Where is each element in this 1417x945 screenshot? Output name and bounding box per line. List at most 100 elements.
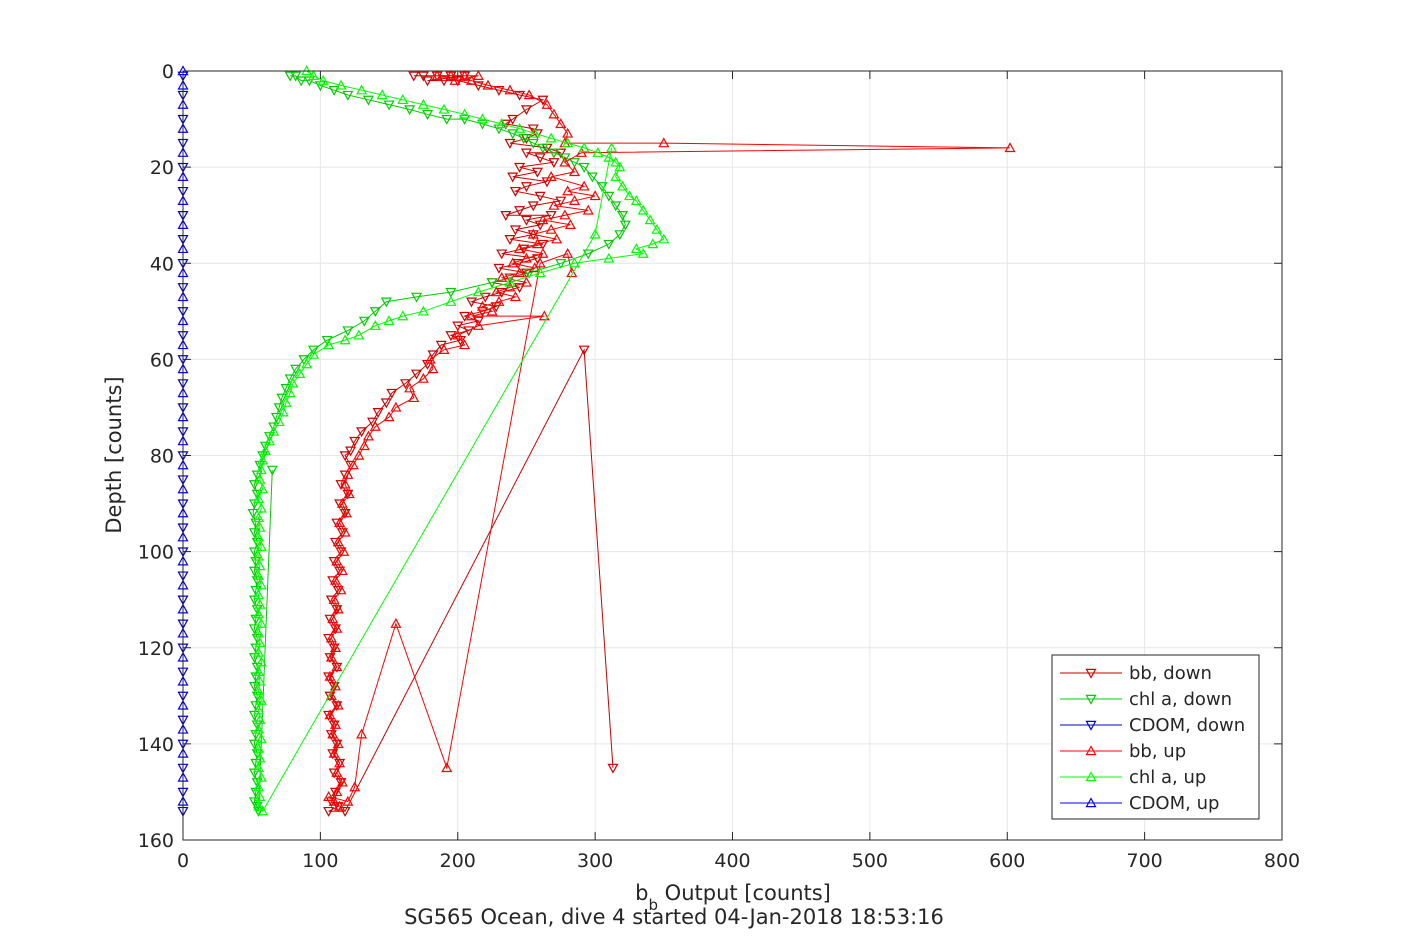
- data-point: [390, 401, 402, 412]
- data-point: [369, 307, 381, 318]
- data-point: [342, 90, 354, 101]
- data-point: [562, 127, 574, 138]
- data-point: [353, 329, 365, 340]
- data-point: [520, 252, 532, 263]
- data-point: [254, 473, 266, 484]
- data-point: [331, 622, 343, 633]
- data-point: [592, 146, 604, 157]
- data-point: [255, 541, 267, 552]
- data-point: [417, 305, 429, 316]
- data-point: [334, 499, 346, 510]
- data-point: [493, 295, 505, 306]
- data-point: [254, 791, 266, 801]
- series-line: [327, 75, 614, 812]
- data-point: [514, 206, 526, 217]
- data-point: [248, 768, 260, 779]
- data-point: [589, 190, 601, 201]
- x-tick-label: 800: [1264, 850, 1300, 872]
- data-point: [253, 685, 265, 696]
- data-point: [329, 537, 342, 548]
- data-point: [1004, 142, 1016, 153]
- data-point: [248, 528, 260, 539]
- data-point: [254, 714, 266, 725]
- data-point: [321, 335, 333, 346]
- data-point: [562, 247, 574, 258]
- data-point: [644, 214, 656, 225]
- data-point: [247, 508, 259, 519]
- data-point: [327, 728, 339, 739]
- data-point: [253, 569, 265, 580]
- data-point: [325, 632, 337, 643]
- y-tick-label: 140: [138, 734, 174, 756]
- data-point: [586, 172, 598, 183]
- x-tick-label: 500: [852, 850, 888, 872]
- data-point: [441, 114, 453, 125]
- data-point: [339, 806, 351, 817]
- data-point: [476, 307, 488, 318]
- data-point: [273, 416, 285, 427]
- data-point: [617, 210, 629, 221]
- data-point: [465, 310, 478, 321]
- data-point: [332, 802, 344, 813]
- data-point: [257, 805, 269, 816]
- data-point: [349, 436, 361, 447]
- data-point: [340, 507, 352, 518]
- data-point: [541, 98, 553, 109]
- legend-marker: [1085, 668, 1097, 679]
- data-point: [404, 105, 416, 116]
- data-point: [496, 249, 508, 260]
- legend-marker: [1085, 720, 1097, 731]
- data-point: [353, 449, 365, 460]
- data-point: [253, 723, 265, 734]
- data-point: [400, 379, 412, 390]
- legend-marker: [1085, 797, 1097, 808]
- data-point: [255, 656, 267, 667]
- data-point: [493, 86, 505, 96]
- data-point: [617, 180, 629, 191]
- data-point: [342, 326, 354, 337]
- data-point: [555, 118, 567, 129]
- data-point: [345, 446, 357, 457]
- data-point: [248, 480, 260, 491]
- data-point: [317, 74, 329, 85]
- data-point: [248, 681, 260, 692]
- data-point: [290, 71, 302, 82]
- data-point: [280, 384, 292, 394]
- data-point: [527, 124, 539, 135]
- data-point: [356, 427, 368, 438]
- data-point: [334, 800, 346, 811]
- data-point: [545, 171, 557, 181]
- data-point: [538, 310, 550, 321]
- data-point: [331, 766, 343, 777]
- data-point: [658, 233, 670, 244]
- data-point: [253, 608, 265, 619]
- data-point: [331, 555, 343, 566]
- data-point: [507, 114, 519, 125]
- data-point: [523, 89, 535, 100]
- data-point: [303, 76, 315, 87]
- data-point: [459, 70, 471, 81]
- data-point: [257, 483, 269, 494]
- data-point: [445, 70, 457, 81]
- data-point: [541, 177, 553, 188]
- data-point: [507, 257, 519, 268]
- data-point: [335, 778, 347, 789]
- data-point: [496, 118, 508, 129]
- data-point: [331, 786, 343, 797]
- data-point: [637, 247, 649, 258]
- data-point: [253, 646, 265, 657]
- x-tick-label: 0: [177, 850, 189, 872]
- data-point: [358, 440, 370, 451]
- legend-marker: [1085, 745, 1097, 756]
- data-point: [537, 247, 549, 258]
- data-point: [548, 158, 560, 169]
- data-point: [325, 651, 337, 662]
- data-point: [507, 172, 519, 183]
- data-point: [614, 230, 626, 241]
- data-point: [568, 195, 581, 205]
- series-line: [328, 75, 1011, 807]
- data-point: [548, 108, 560, 119]
- data-point: [422, 76, 434, 87]
- data-point: [328, 86, 340, 96]
